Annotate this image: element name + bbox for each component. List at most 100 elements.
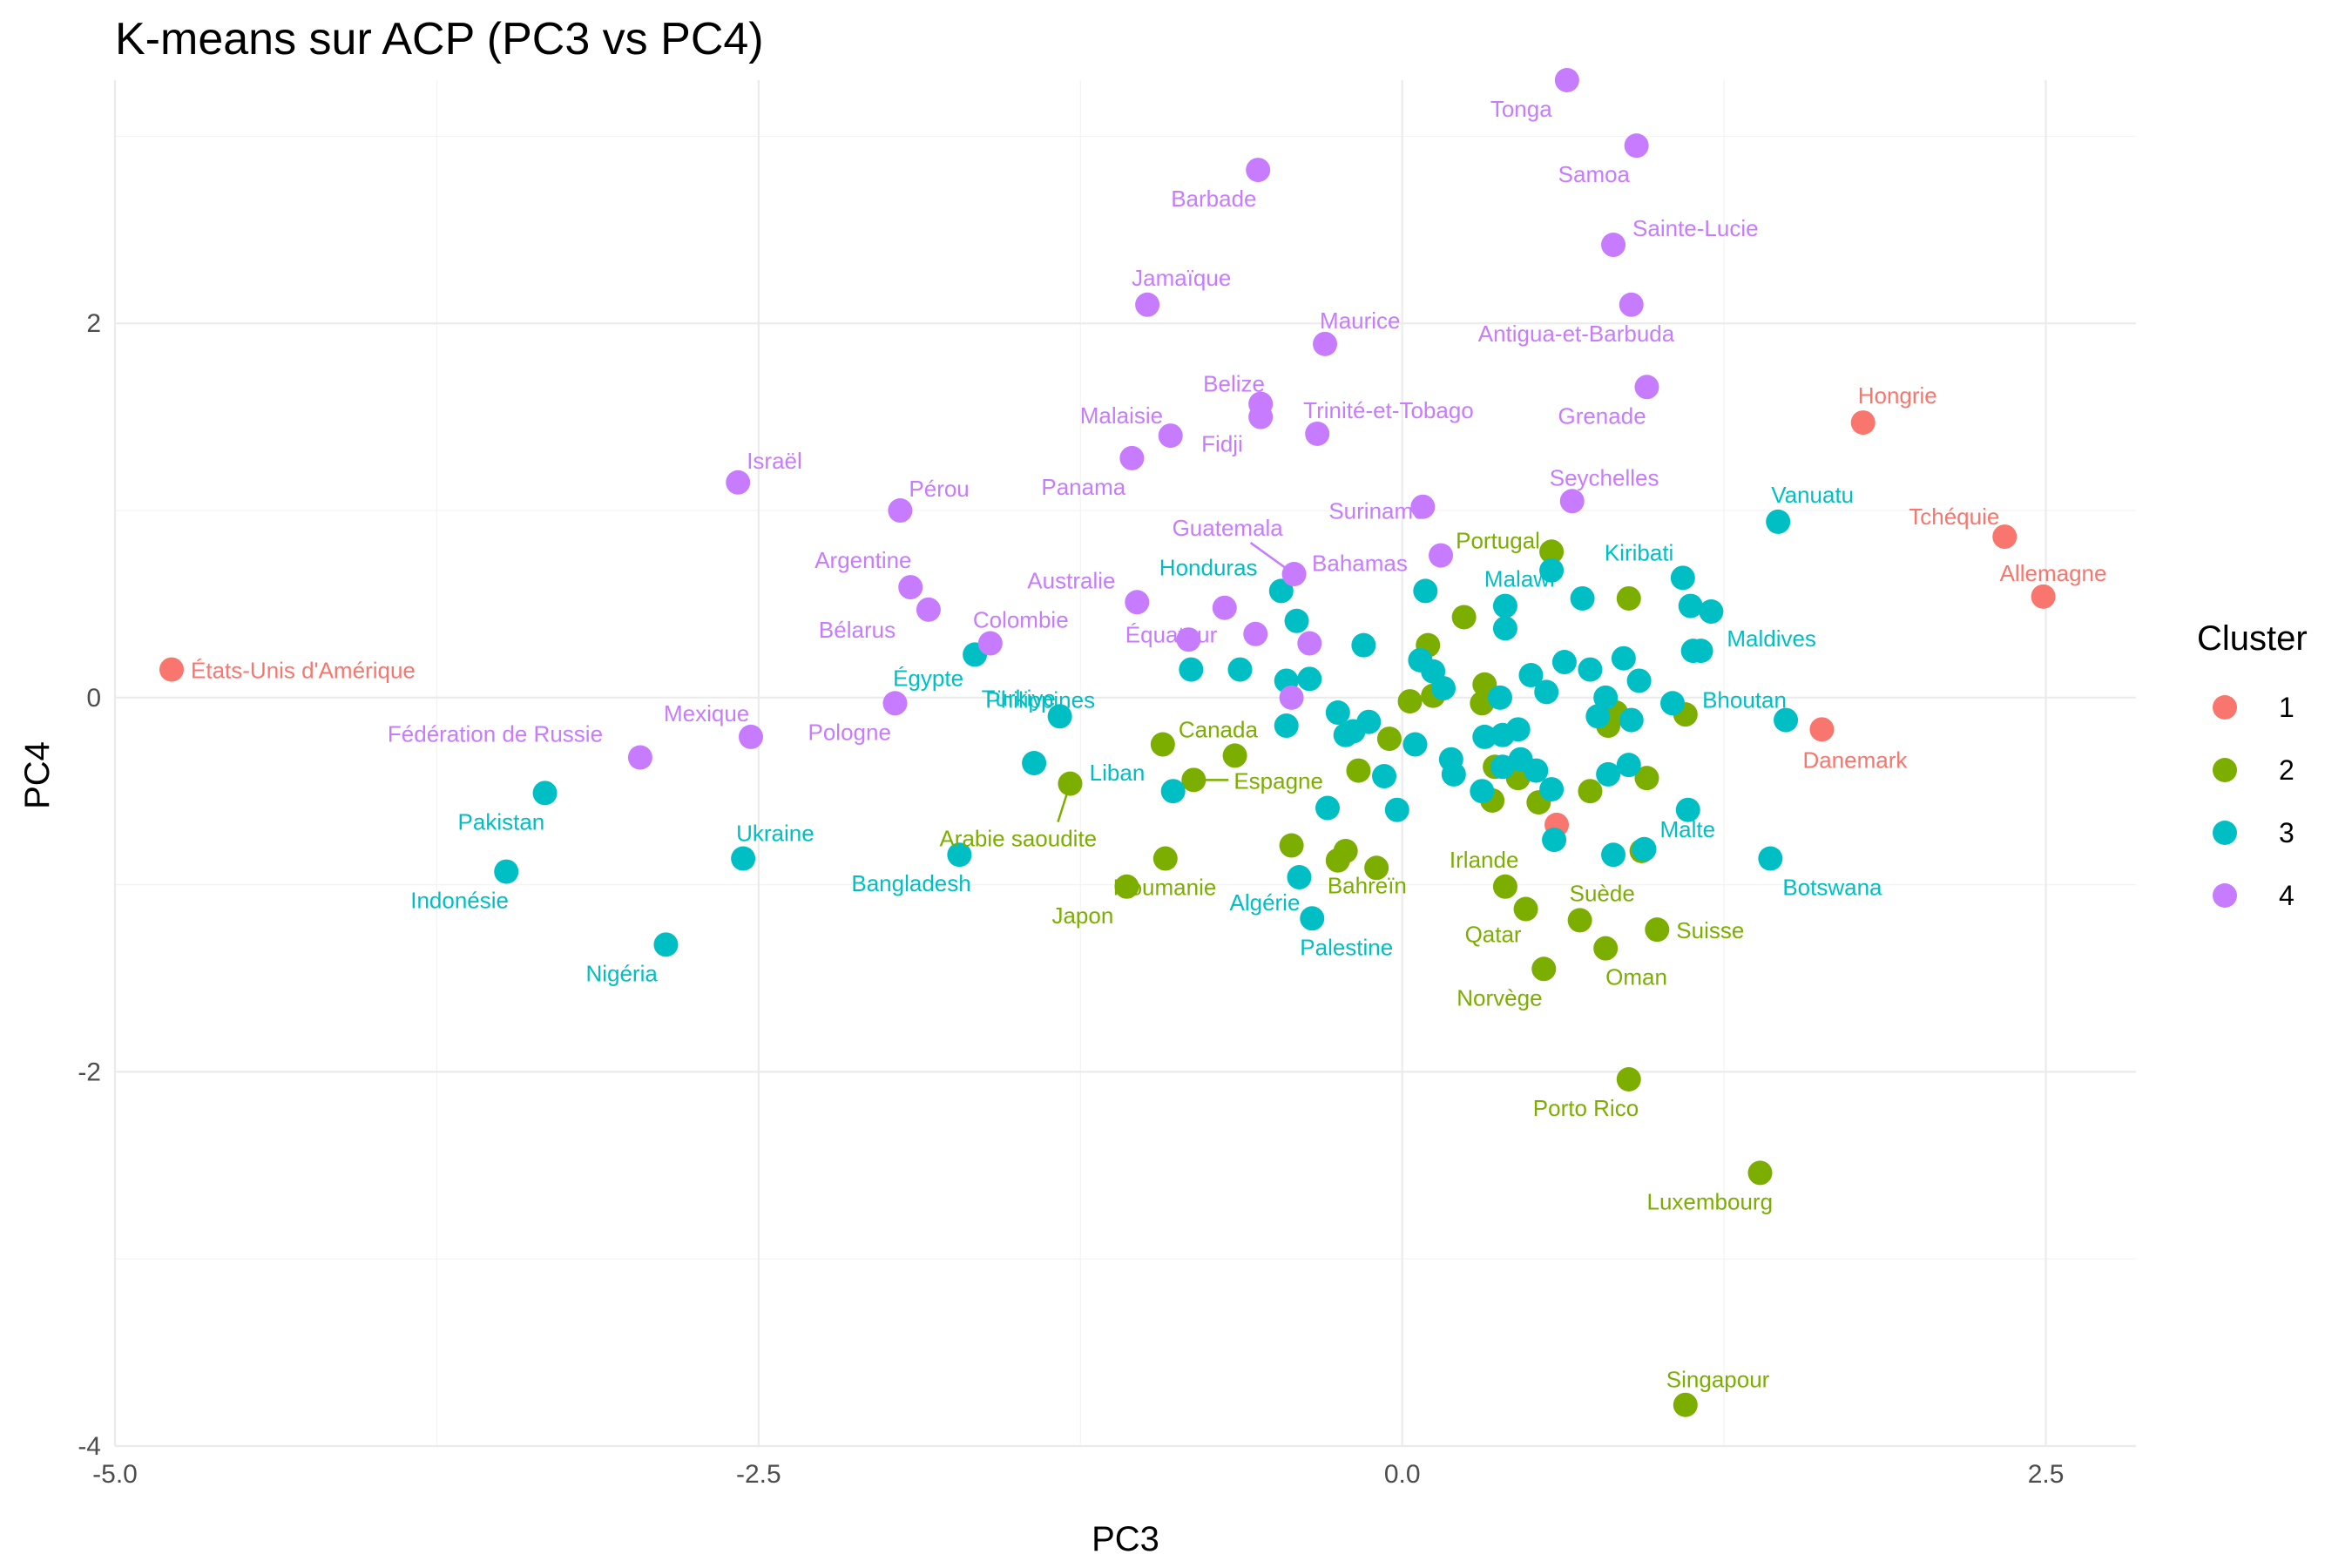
data-point-cluster-3 [1675,797,1700,822]
data-point-cluster-2 [1152,846,1178,871]
data-point-cluster-2 [1397,689,1423,714]
data-point-cluster-3 [1470,779,1495,804]
point-label: Norvège [1456,984,1542,1010]
legend-label-cluster-4: 4 [2279,880,2295,911]
point-label: États-Unis d'Amérique [191,658,416,684]
point-label: Luxembourg [1647,1188,1774,1214]
data-point-cluster-3 [1596,761,1621,787]
point-label: Bahamas [1312,551,1408,577]
point-label: Botswana [1782,875,1882,901]
point-label: Suède [1570,880,1635,906]
legend-key-cluster-1 [2213,695,2237,720]
data-point-cluster-4 [1601,233,1626,258]
data-point-cluster-2 [1593,936,1619,961]
point-label: Fédération de Russie [388,721,603,747]
minor-grid [115,80,2136,1446]
data-point-cluster-4 [1429,543,1454,568]
data-point-cluster-4 [1246,158,1271,183]
point-labels: États-Unis d'Amérique Hongrie Tchéquie Alle… [191,96,2106,1393]
data-point-cluster-2 [1616,1067,1641,1092]
data-point-cluster-2 [1578,779,1603,804]
point-label: Belize [1203,371,1265,397]
data-point-cluster-2 [1222,743,1247,768]
data-points [159,68,2056,1417]
point-label: Singapour [1666,1367,1770,1393]
point-label: Philippines [985,687,1095,713]
point-label: Allemagne [2000,560,2107,586]
data-point-cluster-3 [1488,685,1513,710]
data-point-cluster-3 [494,859,519,884]
data-point-cluster-2 [1634,766,1659,791]
data-point-cluster-3 [1619,707,1644,733]
data-point-cluster-3 [1284,608,1309,633]
data-point-cluster-3 [1611,645,1636,671]
data-point-cluster-3 [1325,700,1350,726]
point-label: Pakistan [458,808,545,835]
data-point-cluster-2 [1376,727,1402,752]
data-point-cluster-4 [977,631,1003,656]
data-point-cluster-3 [1356,709,1382,734]
data-point-cluster-3 [1179,657,1204,682]
data-point-cluster-3 [1408,647,1433,672]
data-point-cluster-3 [1300,906,1325,931]
data-point-cluster-3 [1268,578,1294,604]
data-point-cluster-4 [1125,590,1150,615]
data-point-cluster-3 [1315,795,1340,821]
data-point-cluster-3 [1047,704,1072,729]
point-label: Guatemala [1173,515,1284,541]
legend-key-cluster-3 [2213,821,2237,845]
point-label: Australie [1027,567,1115,593]
data-point-cluster-4 [1212,595,1237,620]
data-point-cluster-4 [1243,621,1268,646]
data-point-cluster-3 [1626,668,1652,693]
point-label: Espagne [1233,767,1323,794]
data-point-cluster-3 [1616,753,1641,778]
major-grid [113,80,2136,1448]
data-point-cluster-3 [1534,679,1559,705]
data-point-cluster-4 [1297,631,1322,656]
point-label: Antigua-et-Barbuda [1478,321,1675,347]
data-point-cluster-3 [1492,593,1517,618]
data-point-cluster-3 [1022,751,1047,775]
data-point-cluster-3 [947,842,972,868]
point-label: Bhoutan [1702,687,1787,713]
point-label: Kiribati [1605,539,1673,565]
data-point-cluster-3 [1678,593,1703,618]
data-point-cluster-1 [1992,524,2017,550]
data-point-cluster-3 [1441,761,1466,787]
data-point-cluster-4 [1634,375,1659,400]
data-point-cluster-3 [1593,685,1619,710]
data-point-cluster-3 [1766,509,1791,534]
data-point-cluster-2 [1346,758,1371,783]
data-point-cluster-2 [1513,896,1538,922]
data-point-cluster-3 [1413,578,1438,604]
y-tick-label: -4 [78,1432,101,1461]
data-point-cluster-3 [1758,846,1783,871]
data-point-cluster-3 [1160,779,1186,804]
point-label: Palestine [1300,934,1393,960]
point-label: Argentine [814,547,911,573]
data-point-cluster-3 [1632,836,1657,862]
data-point-cluster-2 [1747,1160,1773,1186]
point-label: Vanuatu [1771,482,1854,508]
data-point-cluster-3 [532,781,558,806]
point-label: Égypte [893,665,963,691]
data-point-cluster-3 [1539,558,1565,583]
data-point-cluster-2 [1492,874,1517,899]
legend-label-cluster-3: 3 [2279,817,2295,848]
point-label: Türkiye [982,685,1056,711]
data-point-cluster-2 [1364,855,1389,881]
data-point-cluster-2 [1114,874,1139,899]
point-label: Équateur [1125,622,1218,648]
point-label: Trinité-et-Tobago [1303,397,1474,423]
point-label: Panama [1041,474,1125,500]
point-label: Suisse [1676,917,1744,943]
data-point-cluster-3 [1774,707,1799,733]
point-label: Oman [1605,964,1667,990]
x-tick-label: 0.0 [1384,1460,1421,1489]
data-point-cluster-3 [1430,676,1456,701]
data-point-cluster-3 [1699,599,1724,625]
data-point-cluster-4 [726,470,751,495]
point-label: Tchéquie [1909,504,1999,530]
point-label: Grenade [1558,402,1646,429]
